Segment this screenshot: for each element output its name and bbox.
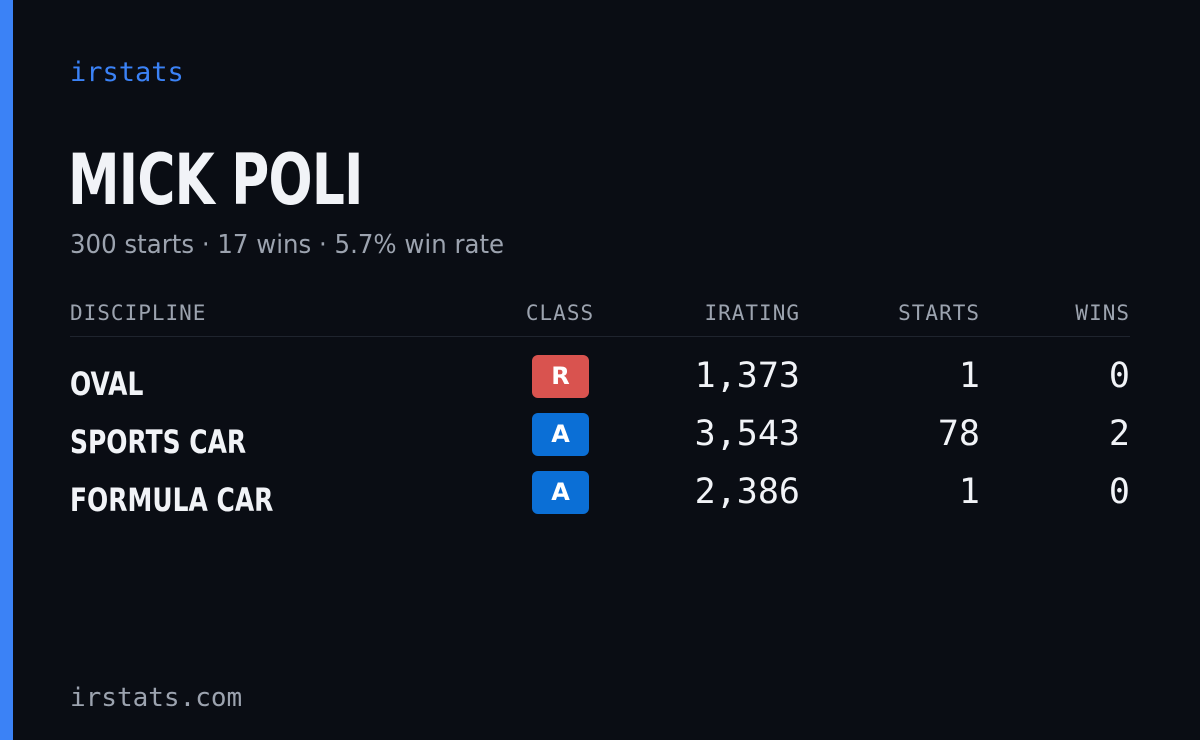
player-name: MICK POLI (68, 139, 363, 221)
starts-cell: 78 (937, 414, 980, 454)
header-class: CLASS (525, 301, 595, 325)
header-discipline: DISCIPLINE (70, 301, 207, 325)
irating-cell: 3,543 (694, 414, 800, 454)
table-row: OVAL R 1,373 1 0 (70, 353, 1130, 411)
accent-bar (0, 0, 13, 740)
starts-cell: 1 (958, 472, 980, 512)
table-row: SPORTS CAR A 3,543 78 2 (70, 411, 1130, 469)
discipline-cell: SPORTS CAR (70, 423, 247, 461)
class-badge: A (532, 471, 589, 514)
table-header: DISCIPLINE CLASS IRATING STARTS WINS (70, 296, 1130, 337)
brand-logo[interactable]: irstats (70, 57, 184, 88)
wins-cell: 2 (1108, 414, 1130, 454)
class-badge: A (532, 413, 589, 456)
wins-cell: 0 (1108, 472, 1130, 512)
class-badge: R (532, 355, 589, 398)
header-irating: IRATING (704, 301, 800, 325)
header-wins: WINS (1075, 301, 1130, 325)
table-row: FORMULA CAR A 2,386 1 0 (70, 469, 1130, 527)
irating-cell: 1,373 (694, 356, 800, 396)
footer-url[interactable]: irstats.com (70, 683, 243, 713)
starts-cell: 1 (958, 356, 980, 396)
player-summary: 300 starts · 17 wins · 5.7% win rate (70, 230, 505, 260)
discipline-cell: OVAL (70, 365, 144, 403)
stats-table: DISCIPLINE CLASS IRATING STARTS WINS OVA… (70, 296, 1130, 527)
discipline-cell: FORMULA CAR (70, 481, 274, 519)
table-body: OVAL R 1,373 1 0 SPORTS CAR A 3,543 78 2… (70, 353, 1130, 527)
irating-cell: 2,386 (694, 472, 800, 512)
header-starts: STARTS (898, 301, 980, 325)
wins-cell: 0 (1108, 356, 1130, 396)
